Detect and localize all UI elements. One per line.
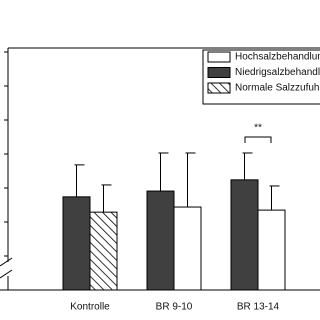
bar bbox=[62, 196, 91, 291]
legend-label: Hochsalzbehandlun bbox=[235, 52, 320, 63]
x-tick-label: Kontrolle bbox=[70, 302, 110, 313]
bar bbox=[146, 190, 175, 291]
bar bbox=[230, 179, 259, 291]
legend-swatch bbox=[207, 51, 231, 63]
legend-swatch bbox=[207, 67, 231, 78]
significance-bracket bbox=[244, 136, 272, 143]
legend-swatch bbox=[207, 82, 231, 94]
bar bbox=[257, 209, 286, 291]
axis-break bbox=[0, 257, 13, 267]
legend-label: Niedrigsalzbehandlu bbox=[235, 67, 320, 78]
x-tick-label: BR 13-14 bbox=[237, 302, 280, 313]
legend-label: Normale Salzzufuhr bbox=[235, 83, 320, 94]
bar bbox=[89, 211, 118, 291]
legend: Hochsalzbehandlun Niedrigsalzbehandlu Norm… bbox=[202, 49, 320, 105]
bar bbox=[173, 206, 202, 291]
x-tick-label: BR 9-10 bbox=[156, 302, 193, 313]
annotation: ** bbox=[254, 123, 262, 134]
axis-break bbox=[0, 269, 13, 279]
